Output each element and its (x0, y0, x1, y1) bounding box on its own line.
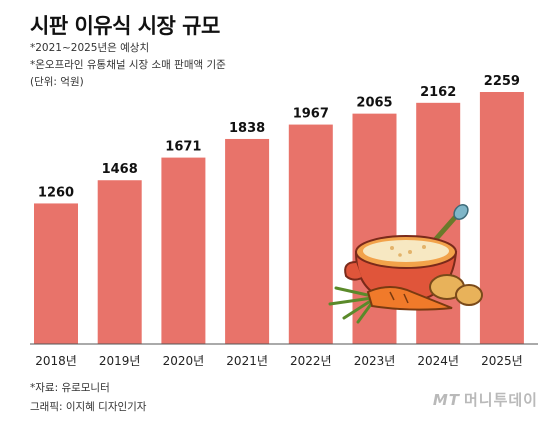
baby-food-illustration (328, 204, 483, 324)
bar-value-label: 1468 (102, 162, 138, 177)
bar (161, 157, 206, 344)
bar-value-label: 2065 (356, 96, 392, 111)
x-tick-label: 2022년 (290, 354, 332, 368)
bar-value-label: 2259 (484, 74, 520, 89)
bar (34, 203, 78, 344)
note-unit: (단위: 억원) (30, 76, 84, 88)
source-note: *자료: 유로모니터 (30, 382, 110, 394)
x-tick-label: 2020년 (163, 354, 205, 368)
x-tick-label: 2025년 (481, 354, 523, 368)
bar-value-label: 1838 (229, 121, 265, 136)
x-tick-label: 2021년 (226, 354, 268, 368)
chart-title: 시판 이유식 시장 규모 (30, 14, 220, 38)
x-tick-label: 2023년 (354, 354, 396, 368)
bar (225, 138, 270, 344)
x-tick-label: 2018년 (35, 354, 77, 368)
bar-value-label: 2162 (420, 85, 456, 100)
credit-note: 그래픽: 이지혜 디자인기자 (30, 401, 147, 413)
brand-logo: MT 머니투데이 (432, 391, 538, 409)
bar-value-label: 1671 (165, 140, 201, 155)
x-tick-label: 2019년 (99, 354, 141, 368)
note-basis: *온오프라인 유통채널 시장 소매 판매액 기준 (30, 59, 226, 71)
bar-value-label: 1260 (38, 185, 74, 200)
x-tick-label: 2024년 (417, 354, 459, 368)
bar (288, 124, 333, 345)
bar (479, 92, 524, 344)
bar (97, 180, 142, 344)
bar-value-label: 1967 (293, 107, 329, 122)
note-forecast: *2021~2025년은 예상치 (30, 42, 150, 54)
